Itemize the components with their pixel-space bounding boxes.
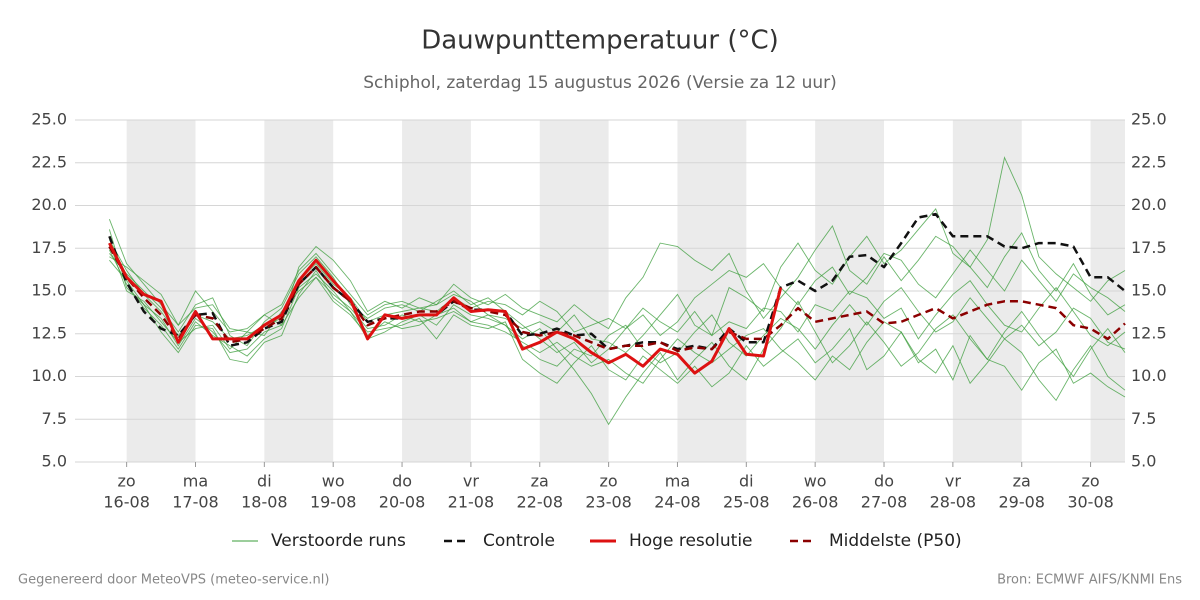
- y2-tick-label: 12.5: [1131, 323, 1167, 342]
- x-tick-weekday: ma: [183, 472, 208, 491]
- chart-title: Dauwpunttemperatuur (°C): [421, 26, 779, 56]
- x-tick-weekday: vr: [463, 472, 479, 491]
- x-tick-weekday: do: [392, 472, 412, 491]
- ensemble-run: [108, 229, 1126, 398]
- ensemble-run: [108, 219, 1126, 337]
- legend-label: Controle: [483, 531, 555, 551]
- y-tick-label: 12.5: [31, 323, 67, 342]
- x-tick-weekday: zo: [600, 472, 618, 491]
- series-line: [108, 212, 1126, 351]
- footer-source: Bron: ECMWF AIFS/KNMI Ens: [997, 573, 1182, 588]
- series-line: [108, 242, 783, 375]
- x-tick-label: 21-08: [448, 493, 495, 512]
- x-tick-label: 16-08: [103, 493, 150, 512]
- footer-credit: Gegenereerd door MeteoVPS (meteo-service…: [18, 573, 329, 588]
- y2-tick-label: 25.0: [1131, 110, 1167, 129]
- x-tick-weekday: za: [1013, 472, 1031, 491]
- y2-tick-label: 5.0: [1131, 452, 1156, 471]
- x-tick-weekday: zo: [118, 472, 136, 491]
- x-tick-weekday: di: [257, 472, 272, 491]
- x-tick-label: 17-08: [172, 493, 219, 512]
- y-tick-label: 5.0: [42, 452, 67, 471]
- y2-tick-label: 7.5: [1131, 409, 1156, 428]
- y-tick-label: 7.5: [42, 409, 67, 428]
- x-tick-label: 24-08: [654, 493, 701, 512]
- x-tick-label: 22-08: [517, 493, 564, 512]
- legend-label: Verstoorde runs: [271, 531, 406, 551]
- y-tick-label: 22.5: [31, 152, 67, 171]
- y2-tick-label: 17.5: [1131, 238, 1167, 257]
- y-tick-label: 20.0: [31, 195, 67, 214]
- y-tick-label: 25.0: [31, 110, 67, 129]
- x-tick-label: 27-08: [861, 493, 908, 512]
- y2-tick-label: 22.5: [1131, 152, 1167, 171]
- x-tick-weekday: ma: [665, 472, 690, 491]
- legend-label: Middelste (P50): [829, 531, 962, 551]
- x-tick-weekday: do: [874, 472, 894, 491]
- x-tick-weekday: zo: [1081, 472, 1099, 491]
- chart-subtitle: Schiphol, zaterdag 15 augustus 2026 (Ver…: [363, 73, 837, 93]
- x-tick-weekday: za: [531, 472, 549, 491]
- x-tick-label: 26-08: [792, 493, 839, 512]
- ensemble-run: [109, 156, 1126, 364]
- x-tick-label: 18-08: [241, 493, 288, 512]
- x-tick-label: 28-08: [930, 493, 977, 512]
- y2-tick-label: 15.0: [1131, 281, 1167, 300]
- y-tick-label: 17.5: [31, 238, 67, 257]
- x-tick-weekday: di: [739, 472, 754, 491]
- y2-tick-label: 20.0: [1131, 195, 1167, 214]
- x-tick-label: 25-08: [723, 493, 770, 512]
- x-tick-weekday: wo: [322, 472, 345, 491]
- x-tick-label: 20-08: [379, 493, 426, 512]
- ensemble-run: [109, 259, 1126, 402]
- legend-label: Hoge resolutie: [629, 531, 753, 551]
- x-tick-weekday: vr: [945, 472, 961, 491]
- x-tick-label: 30-08: [1067, 493, 1114, 512]
- x-tick-weekday: wo: [804, 472, 827, 491]
- y2-tick-label: 10.0: [1131, 366, 1167, 385]
- x-tick-label: 19-08: [310, 493, 357, 512]
- y-tick-label: 15.0: [31, 281, 67, 300]
- x-tick-label: 23-08: [585, 493, 632, 512]
- x-tick-label: 29-08: [998, 493, 1045, 512]
- y-tick-label: 10.0: [31, 366, 67, 385]
